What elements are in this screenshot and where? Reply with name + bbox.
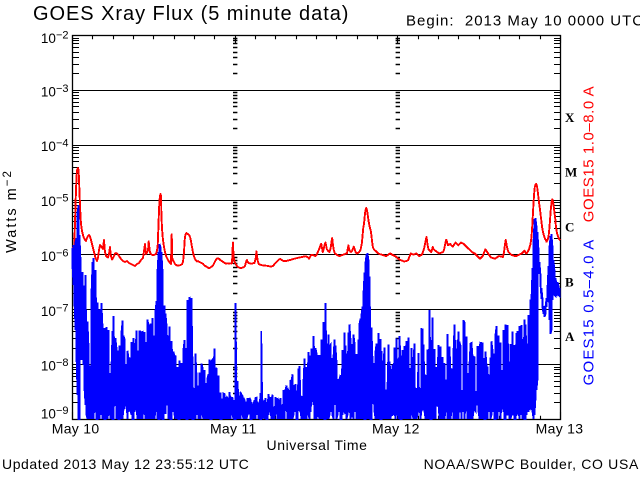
svg-text:Updated 2013 May 12 23:55:12 U: Updated 2013 May 12 23:55:12 UTC [2, 456, 249, 472]
svg-text:10−8: 10−8 [41, 357, 69, 374]
svg-text:10−7: 10−7 [41, 302, 69, 319]
svg-text:10−6: 10−6 [41, 247, 69, 264]
svg-text:GOES15 1.0–8.0 A: GOES15 1.0–8.0 A [581, 86, 598, 222]
svg-text:10−2: 10−2 [41, 30, 69, 47]
svg-text:Watts m−2: Watts m−2 [2, 169, 20, 253]
svg-text:Begin: 2013 May 10 0000 UTC: Begin: 2013 May 10 0000 UTC [406, 13, 640, 30]
svg-text:NOAA/SWPC Boulder, CO USA: NOAA/SWPC Boulder, CO USA [424, 456, 639, 472]
svg-text:May 13: May 13 [536, 421, 584, 437]
svg-text:C: C [565, 220, 574, 235]
svg-text:Universal Time: Universal Time [267, 437, 368, 453]
svg-text:May 12: May 12 [372, 421, 420, 437]
svg-text:A: A [565, 329, 575, 344]
svg-text:10−5: 10−5 [41, 193, 69, 210]
svg-text:B: B [565, 274, 574, 289]
svg-text:GOES Xray Flux (5 minute data): GOES Xray Flux (5 minute data) [33, 3, 349, 25]
svg-text:May 11: May 11 [210, 421, 257, 437]
svg-text:M: M [565, 165, 577, 180]
svg-text:May 10: May 10 [52, 421, 100, 437]
svg-text:10−4: 10−4 [41, 138, 69, 155]
svg-text:10−9: 10−9 [41, 405, 69, 422]
svg-text:GOES15 0.5–4.0 A: GOES15 0.5–4.0 A [581, 239, 598, 386]
svg-text:10−3: 10−3 [41, 83, 69, 100]
svg-text:X: X [565, 110, 575, 125]
